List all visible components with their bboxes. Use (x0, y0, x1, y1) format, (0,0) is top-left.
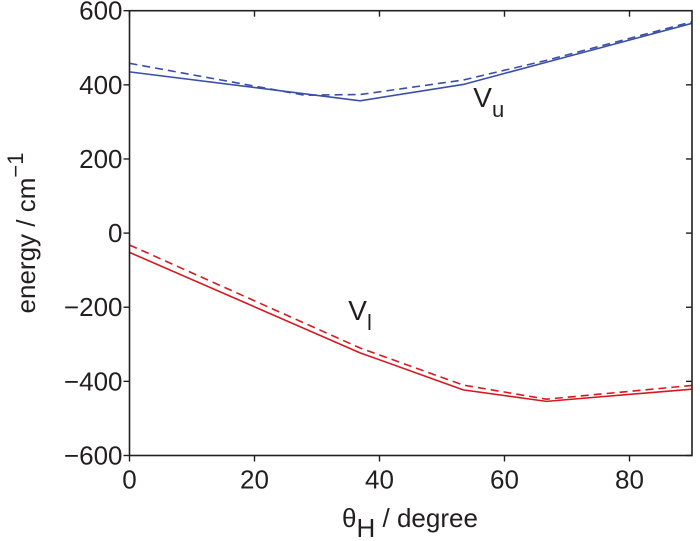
y-tick-label: −200 (64, 292, 123, 322)
y-tick-label: −600 (64, 441, 123, 471)
series-line-3-dashed (129, 244, 693, 400)
y-tick-label: 400 (79, 70, 122, 100)
y-tick-label: −400 (64, 366, 123, 396)
y-tick-label: 600 (79, 0, 122, 26)
series-line-0-solid (129, 22, 693, 102)
plot-marks (129, 21, 693, 403)
y-tick-label: 0 (108, 218, 122, 248)
plot-frame (128, 9, 693, 457)
series-line-2-solid (129, 251, 693, 403)
x-tick-label: 20 (240, 465, 269, 495)
x-axis-label: θH / degree (342, 503, 478, 541)
y-axis-label: energy / cm−1 (3, 153, 41, 314)
series-line-1-dashed (129, 21, 693, 97)
x-tick-label: 60 (490, 465, 519, 495)
x-tick-label: 0 (122, 465, 136, 495)
axis-ticks: 0 20 40 60 80 600 400 200 0 −200 −400 −600 (64, 0, 692, 495)
annotation-vl: Vl (348, 295, 372, 335)
x-tick-label: 80 (615, 465, 644, 495)
y-tick-label: 200 (79, 144, 122, 174)
annotation-vu: Vu (473, 82, 504, 122)
x-tick-label: 40 (365, 465, 394, 495)
